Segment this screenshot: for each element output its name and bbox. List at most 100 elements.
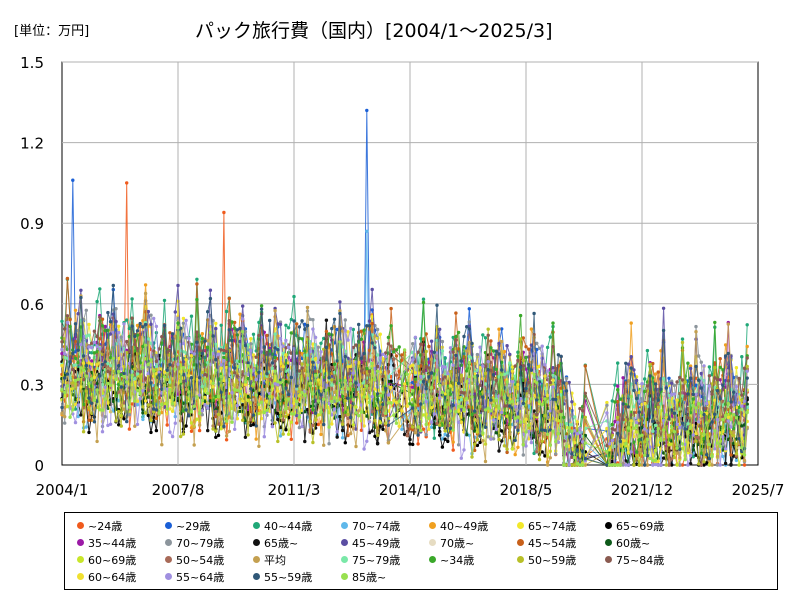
series-point-15 [537, 433, 542, 437]
series-point-12 [427, 344, 431, 349]
series-point-12 [394, 354, 399, 358]
series-point-19 [667, 434, 671, 438]
series-point-2 [219, 323, 223, 327]
series-point-8 [297, 425, 302, 430]
series-point-19 [313, 417, 318, 421]
series-point-2 [707, 365, 712, 369]
series-point-19 [502, 444, 507, 448]
series-point-4 [135, 323, 140, 328]
series-point-16 [219, 417, 223, 422]
series-point-2 [645, 348, 650, 353]
series-point-18 [408, 402, 412, 406]
series-point-2 [286, 326, 291, 330]
series-point-2 [481, 333, 485, 337]
series-point-20 [127, 349, 132, 354]
series-point-17 [686, 422, 690, 426]
series-point-6 [475, 443, 480, 448]
series-point-16 [305, 305, 310, 310]
series-point-8 [187, 356, 191, 360]
series-point-7 [103, 324, 107, 329]
series-point-0 [316, 422, 320, 427]
series-point-13 [691, 448, 695, 452]
series-point-20 [235, 374, 239, 378]
series-point-17 [135, 372, 140, 376]
series-point-19 [241, 418, 245, 422]
series-point-18 [332, 362, 337, 366]
series-point-2 [292, 294, 296, 299]
series-point-3 [721, 454, 725, 459]
series-point-19 [284, 414, 288, 419]
series-point-16 [192, 443, 196, 447]
series-point-16 [481, 439, 485, 443]
series-point-9 [634, 462, 639, 466]
series-point-19 [664, 463, 668, 467]
series-point-6 [705, 461, 709, 465]
series-point-15 [535, 450, 539, 454]
series-point-19 [475, 438, 480, 442]
series-point-8 [667, 381, 671, 385]
series-point-8 [467, 320, 471, 324]
series-point-5 [87, 322, 91, 327]
series-point-10 [370, 287, 374, 292]
series-point-17 [570, 423, 574, 427]
series-point-16 [62, 415, 67, 419]
series-point-2 [532, 451, 536, 456]
series-point-19 [349, 378, 353, 382]
series-point-17 [505, 371, 509, 375]
series-point-19 [470, 455, 474, 459]
series-point-19 [181, 432, 186, 436]
series-point-20 [254, 355, 258, 359]
series-point-20 [60, 340, 64, 344]
series-point-19 [632, 463, 636, 467]
series-point-6 [702, 463, 706, 467]
series-point-2 [421, 297, 426, 301]
series-point-6 [184, 424, 188, 428]
series-point-15 [729, 438, 733, 442]
series-point-3 [400, 427, 404, 431]
series-point-19 [497, 437, 501, 442]
series-point-4 [513, 452, 517, 457]
series-point-9 [688, 462, 693, 466]
series-point-2 [98, 287, 102, 291]
series-point-19 [300, 362, 304, 366]
series-point-16 [545, 463, 550, 467]
series-point-15 [392, 357, 396, 361]
series-point-8 [149, 313, 153, 317]
series-point-9 [723, 461, 728, 466]
series-point-9 [375, 441, 380, 445]
series-point-18 [222, 355, 226, 359]
series-point-19 [518, 337, 523, 341]
series-point-5 [168, 407, 172, 411]
series-point-10 [634, 378, 639, 383]
series-point-20 [62, 327, 67, 331]
series-point-1 [535, 347, 539, 352]
series-point-16 [122, 407, 126, 411]
series-point-15 [311, 423, 315, 428]
series-point-12 [527, 347, 531, 351]
series-point-9 [335, 435, 339, 439]
series-point-18 [206, 345, 210, 349]
series-point-10 [76, 312, 80, 316]
series-point-12 [718, 357, 722, 361]
series-point-8 [475, 352, 480, 357]
series-point-10 [367, 319, 372, 323]
series-point-16 [742, 458, 747, 463]
series-point-19 [87, 406, 91, 410]
series-point-15 [249, 417, 253, 422]
series-point-12 [295, 322, 299, 326]
series-point-16 [548, 456, 552, 460]
series-point-6 [408, 442, 412, 446]
series-point-5 [257, 405, 261, 409]
series-layer [60, 108, 749, 467]
series-point-4 [745, 344, 749, 349]
series-point-8 [176, 316, 180, 320]
series-point-5 [214, 321, 218, 326]
series-point-6 [446, 439, 450, 444]
series-point-2 [613, 383, 617, 387]
series-point-7 [621, 376, 625, 380]
series-point-19 [637, 463, 641, 467]
series-point-6 [381, 427, 385, 431]
series-point-4 [629, 321, 633, 325]
series-point-19 [281, 432, 285, 436]
series-point-0 [742, 463, 747, 467]
